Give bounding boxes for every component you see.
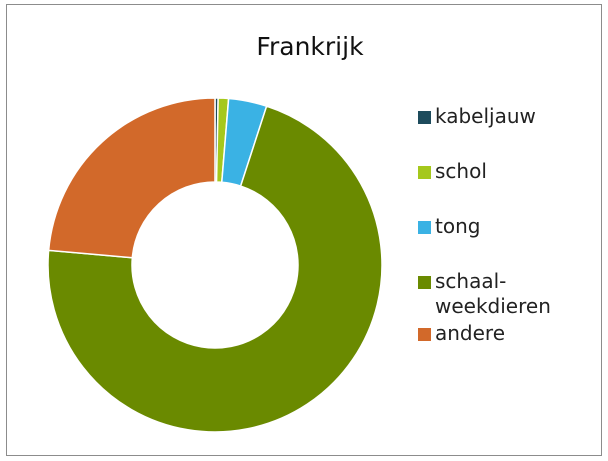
legend-swatch <box>418 328 431 341</box>
chart-frame <box>6 4 602 456</box>
legend-item: schol <box>418 159 598 184</box>
donut-slice <box>47 97 216 259</box>
legend-label: tong <box>435 214 481 238</box>
legend-item: kabeljauw <box>418 104 598 129</box>
donut-slice <box>47 105 383 433</box>
legend-label: kabeljauw <box>435 104 536 128</box>
legend-swatch <box>418 276 431 289</box>
legend: kabeljauw schol tong schaal-weekdieren ander… <box>418 104 598 376</box>
legend-item: tong <box>418 214 598 239</box>
legend-swatch <box>418 166 431 179</box>
legend-label: andere <box>435 321 506 345</box>
legend-item: andere <box>418 321 598 346</box>
legend-item: schaal-weekdieren <box>418 269 598 319</box>
legend-swatch <box>418 111 431 124</box>
legend-swatch <box>418 221 431 234</box>
chart-title: Frankrijk <box>256 32 364 61</box>
legend-label: schol <box>435 159 487 183</box>
legend-label: schaal-weekdieren <box>435 269 551 318</box>
